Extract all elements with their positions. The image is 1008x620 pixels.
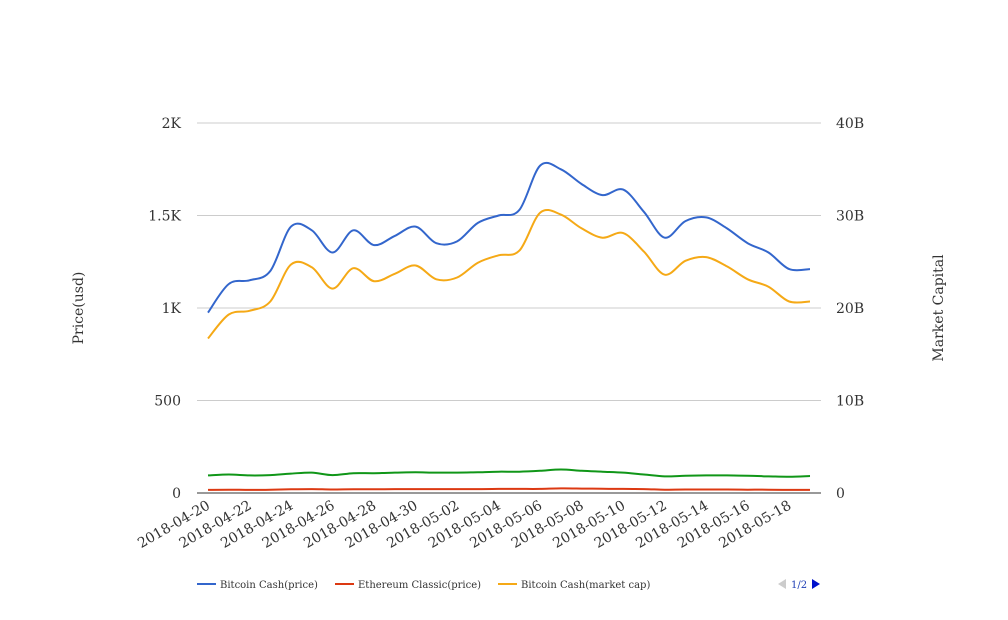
gridlines: [197, 122, 821, 494]
y-tick-label: 1K: [162, 301, 182, 317]
y-tick-label: 2K: [162, 116, 182, 132]
y2-tick-label: 10B: [836, 394, 864, 410]
legend-page-label: 1/2: [791, 580, 807, 591]
y2-tick-label: 30B: [836, 209, 864, 225]
y-axis-title: Price(usd): [71, 272, 87, 345]
series-line-0: [207, 161, 811, 314]
y-tick-label: 0: [172, 486, 181, 502]
series-line-3: [207, 468, 811, 478]
series-lines: [207, 161, 811, 491]
x-axis-ticks: 2018-04-202018-04-222018-04-242018-04-26…: [135, 498, 794, 552]
prev-page-icon[interactable]: [778, 579, 786, 589]
y2-tick-label: 40B: [836, 116, 864, 132]
y-axis-ticks: 0 500 1K 1.5K 2K: [148, 116, 181, 502]
series-line-1: [207, 487, 810, 491]
y-tick-label: 1.5K: [148, 209, 181, 225]
series-line-2: [207, 208, 811, 340]
legend: Bitcoin Cash(price) Ethereum Classic(pric…: [197, 580, 650, 591]
legend-pager: 1/2: [778, 579, 820, 591]
legend-label[interactable]: Bitcoin Cash(price): [220, 580, 318, 591]
y-tick-label: 500: [154, 394, 181, 410]
legend-label[interactable]: Bitcoin Cash(market cap): [521, 580, 650, 591]
y2-tick-label: 20B: [836, 301, 864, 317]
legend-label[interactable]: Ethereum Classic(price): [358, 580, 481, 591]
y2-axis-ticks: 0 10B 20B 30B 40B: [836, 116, 864, 502]
y2-axis-title: Market Capital: [931, 254, 947, 362]
next-page-icon[interactable]: [812, 579, 820, 589]
y2-tick-label: 0: [836, 486, 845, 502]
